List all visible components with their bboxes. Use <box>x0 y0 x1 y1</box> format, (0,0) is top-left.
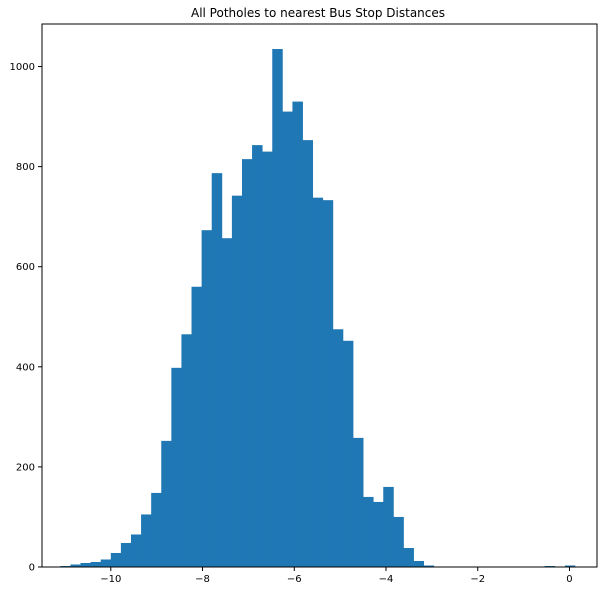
histogram-bar <box>141 514 152 567</box>
histogram-bar <box>211 173 223 567</box>
histogram-bar <box>342 340 354 567</box>
plot-frame <box>41 23 598 568</box>
histogram-bar <box>181 334 192 567</box>
histogram-bar <box>191 286 203 567</box>
histogram-bar <box>393 516 404 567</box>
y-tick-label: 0 <box>29 563 35 574</box>
x-tick-label: −4 <box>379 574 394 585</box>
histogram-bars <box>60 49 576 568</box>
histogram-bar <box>373 501 384 567</box>
histogram-bar <box>130 534 142 567</box>
histogram-bar <box>312 197 324 567</box>
histogram-bar <box>151 492 162 567</box>
histogram-bar <box>252 145 263 568</box>
histogram-bar <box>80 563 92 567</box>
histogram-bar <box>201 230 213 567</box>
histogram-bar <box>423 565 435 567</box>
x-tick-label: −6 <box>287 574 302 585</box>
x-tick-label: −10 <box>100 574 121 585</box>
histogram-bar <box>564 565 576 567</box>
histogram-bar <box>282 111 293 567</box>
x-tick-label: −2 <box>470 574 485 585</box>
y-tick-label: 200 <box>16 462 35 473</box>
histogram-bar <box>241 159 253 567</box>
x-axis-ticks: −10 −8 −6 −4 −2 0 <box>100 567 573 585</box>
histogram-bar <box>221 238 233 567</box>
histogram-bar <box>332 329 344 567</box>
histogram-bar <box>262 151 273 567</box>
histogram-bar <box>292 101 303 567</box>
histogram-bar <box>363 496 374 567</box>
histogram-bar <box>413 560 425 567</box>
chart-title: All Potholes to nearest Bus Stop Distanc… <box>191 6 445 20</box>
histogram-bar <box>322 200 334 567</box>
histogram-bar <box>161 440 172 567</box>
histogram-bar <box>231 195 243 567</box>
histogram-bar <box>403 547 414 567</box>
y-axis-ticks: 0 200 400 600 800 1000 <box>10 62 42 574</box>
histogram-bar <box>171 367 182 567</box>
histogram-bar <box>302 140 314 568</box>
histogram-bar <box>110 552 122 567</box>
histogram-bar <box>90 562 102 567</box>
histogram-bar <box>100 559 112 567</box>
histogram-bar <box>272 49 283 567</box>
histogram-bar <box>70 564 81 567</box>
histogram-bar <box>352 437 364 567</box>
y-tick-label: 800 <box>16 162 35 173</box>
x-tick-label: 0 <box>566 574 572 585</box>
x-tick-label: −8 <box>195 574 210 585</box>
histogram-bar <box>383 486 394 567</box>
y-tick-label: 1000 <box>10 62 35 73</box>
histogram-bar <box>120 542 132 567</box>
y-tick-label: 400 <box>16 362 35 373</box>
y-tick-label: 600 <box>16 262 35 273</box>
